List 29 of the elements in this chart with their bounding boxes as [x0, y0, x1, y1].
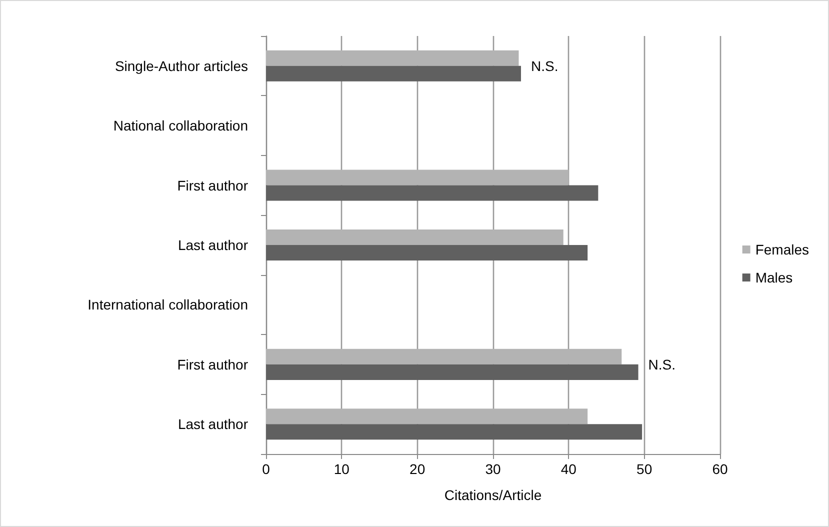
x-tick-label: 20 [410, 461, 426, 477]
y-tick-label: First author [177, 177, 248, 194]
y-tick-label: Single-Author articles [114, 58, 248, 74]
legend-label: Males [755, 270, 793, 286]
annotation: N.S. [530, 58, 558, 74]
x-tick-label: 40 [560, 461, 577, 477]
y-tick-label: Last author [178, 416, 248, 432]
y-tick-label: Last author [178, 237, 248, 253]
x-axis-title: Citations/Article [444, 487, 542, 503]
bar [266, 170, 569, 186]
bar [266, 185, 598, 201]
y-tick-label: National collaboration [113, 118, 248, 134]
bar [266, 364, 638, 380]
annotation: N.S. [648, 356, 676, 372]
x-tick-label: 50 [636, 461, 652, 477]
y-tick-label: First author [177, 356, 248, 372]
x-tick-label: 10 [334, 461, 350, 477]
bar [266, 50, 519, 66]
bar [266, 424, 642, 440]
x-tick-label: 30 [485, 461, 501, 477]
x-tick-label: 60 [712, 461, 728, 477]
x-tick-label: 0 [262, 461, 270, 477]
y-tick-label: International collaboration [88, 296, 248, 313]
bar [266, 245, 588, 261]
bar [266, 348, 622, 364]
bar [266, 66, 521, 82]
bar [266, 408, 588, 424]
legend-label: Females [755, 242, 810, 258]
bar [266, 229, 564, 245]
